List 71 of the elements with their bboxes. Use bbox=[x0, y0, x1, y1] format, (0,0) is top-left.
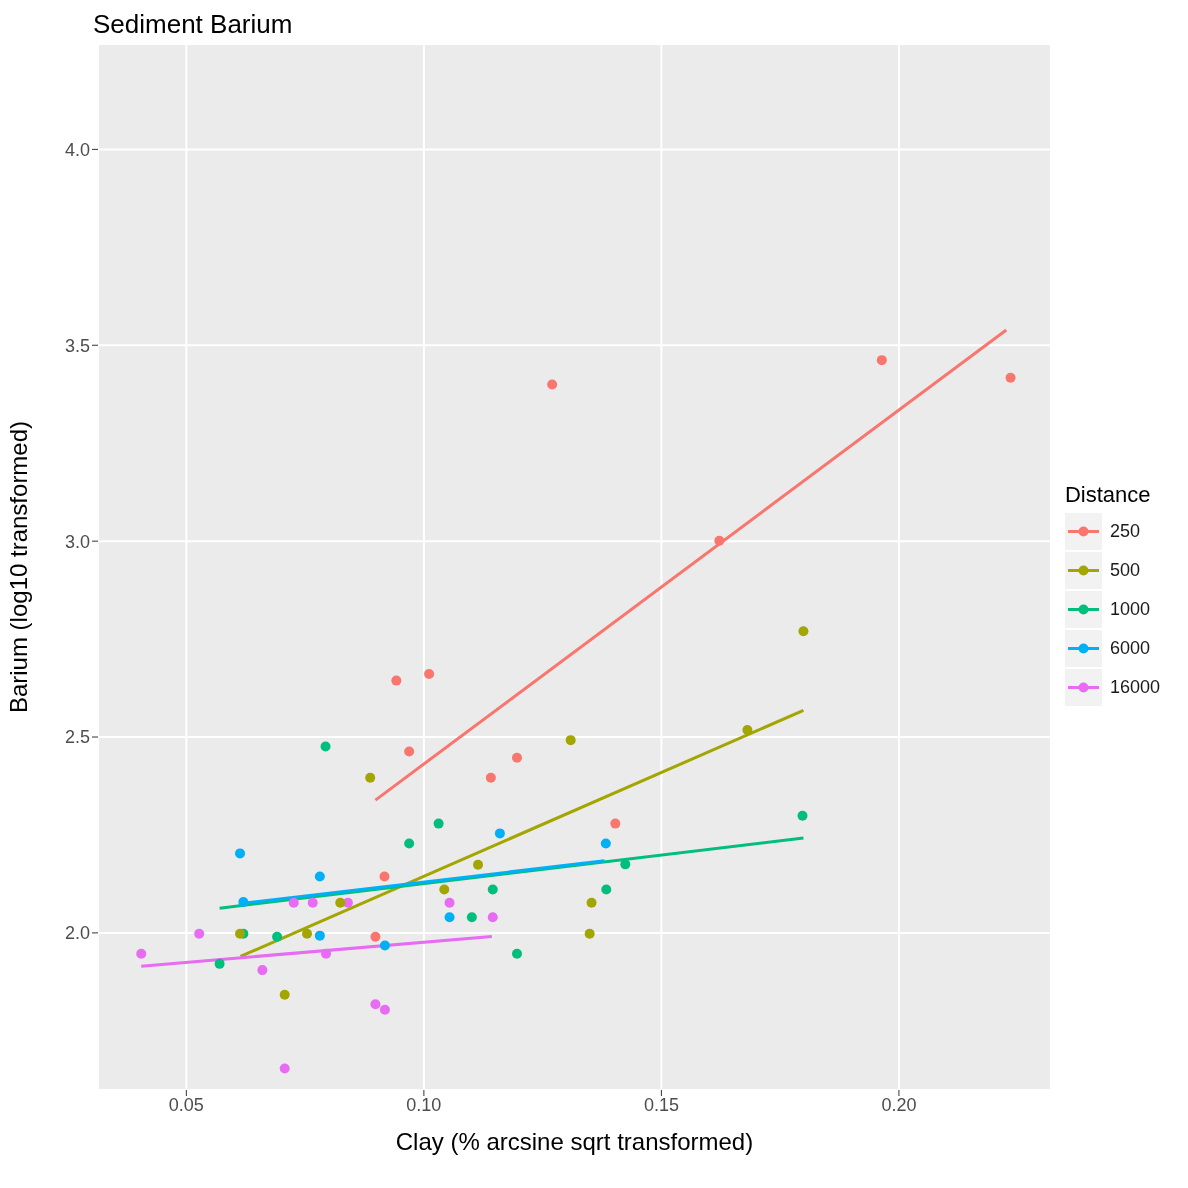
point bbox=[136, 948, 147, 959]
legend-label: 16000 bbox=[1109, 676, 1160, 698]
point bbox=[279, 1063, 290, 1074]
point bbox=[424, 668, 435, 679]
x-tick-label: 0.20 bbox=[881, 1094, 917, 1115]
point bbox=[797, 810, 808, 821]
legend-label: 1000 bbox=[1109, 598, 1150, 620]
point bbox=[391, 675, 402, 686]
point bbox=[511, 752, 522, 763]
point bbox=[321, 948, 332, 959]
point bbox=[214, 958, 225, 969]
point bbox=[379, 1004, 390, 1015]
point bbox=[547, 379, 558, 390]
point bbox=[235, 848, 246, 859]
x-tick-label: 0.10 bbox=[406, 1094, 442, 1115]
point bbox=[714, 535, 725, 546]
point bbox=[494, 828, 505, 839]
y-tick-label: 4.0 bbox=[64, 139, 90, 160]
point bbox=[742, 724, 753, 735]
point bbox=[320, 741, 331, 752]
point bbox=[370, 999, 381, 1010]
point bbox=[194, 928, 205, 939]
y-tick-label: 2.5 bbox=[64, 727, 90, 748]
point bbox=[798, 626, 809, 637]
point bbox=[444, 897, 455, 908]
x-tick-label: 0.05 bbox=[168, 1094, 204, 1115]
point bbox=[307, 897, 318, 908]
point bbox=[466, 912, 477, 923]
point bbox=[314, 930, 325, 941]
point bbox=[379, 940, 390, 951]
legend-label: 500 bbox=[1109, 559, 1140, 581]
point bbox=[485, 772, 496, 783]
point bbox=[620, 859, 631, 870]
point bbox=[1005, 372, 1016, 383]
point bbox=[473, 859, 484, 870]
point bbox=[600, 838, 611, 849]
point bbox=[314, 871, 325, 882]
x-axis-title: Clay (% arcsine sqrt transformed) bbox=[395, 1128, 754, 1155]
point bbox=[335, 897, 346, 908]
y-tick-label: 3.5 bbox=[64, 335, 90, 356]
point bbox=[302, 928, 313, 939]
point bbox=[279, 989, 290, 1000]
point bbox=[379, 871, 390, 882]
point bbox=[511, 948, 522, 959]
point bbox=[272, 931, 283, 942]
legend-label: 250 bbox=[1109, 520, 1140, 542]
point bbox=[487, 884, 498, 895]
point bbox=[365, 772, 376, 783]
point bbox=[487, 912, 498, 923]
point bbox=[433, 818, 444, 829]
point bbox=[584, 928, 595, 939]
point bbox=[370, 931, 381, 942]
chart-title: Sediment Barium bbox=[93, 8, 293, 40]
legend-label: 6000 bbox=[1109, 637, 1150, 659]
point bbox=[444, 912, 455, 923]
point bbox=[404, 746, 415, 757]
point bbox=[565, 735, 576, 746]
y-tick-label: 2.0 bbox=[64, 923, 90, 944]
y-axis-title: Barium (log10 transformed) bbox=[4, 420, 32, 714]
point bbox=[586, 897, 597, 908]
point bbox=[238, 896, 249, 907]
x-tick-label: 0.15 bbox=[643, 1094, 679, 1115]
point bbox=[288, 897, 299, 908]
point bbox=[439, 884, 450, 895]
point bbox=[876, 355, 887, 366]
point bbox=[601, 884, 612, 895]
legend-title: Distance bbox=[1064, 481, 1152, 508]
point bbox=[257, 965, 268, 976]
point bbox=[610, 818, 621, 829]
point bbox=[404, 838, 415, 849]
y-tick-label: 3.0 bbox=[64, 531, 90, 552]
